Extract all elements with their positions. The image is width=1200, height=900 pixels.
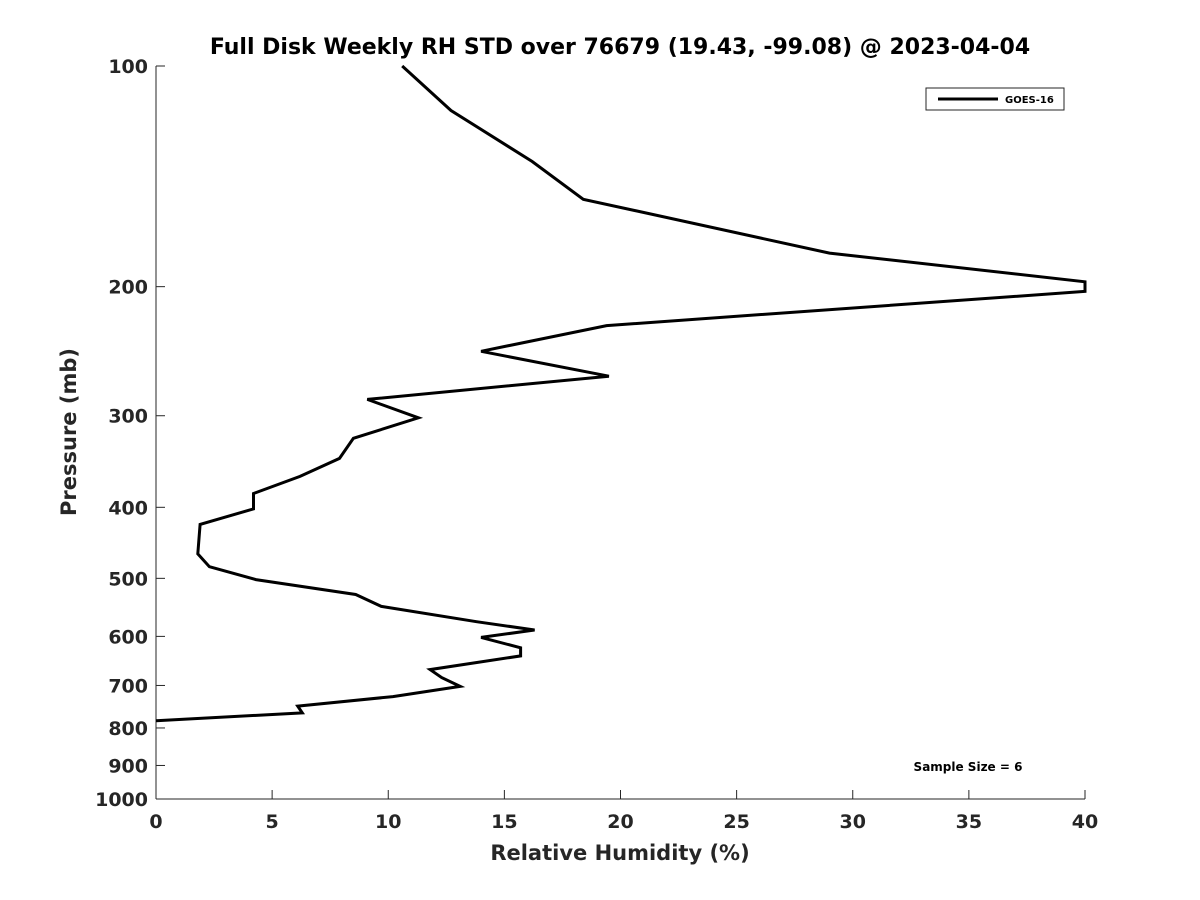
y-tick-label: 1000 xyxy=(95,789,148,811)
y-axis-label: Pressure (mb) xyxy=(57,348,81,516)
x-axis-ticks: 0 5 10 15 20 25 30 35 40 xyxy=(149,790,1098,833)
plot-area: 0 5 10 15 20 25 30 35 40 100 200 300 400 500 600 700 80… xyxy=(95,56,1098,833)
y-tick-label: 700 xyxy=(108,675,148,697)
y-axis-ticks: 100 200 300 400 500 600 700 800 900 1000 xyxy=(95,56,165,811)
y-tick-label: 500 xyxy=(108,568,148,590)
x-axis-label: Relative Humidity (%) xyxy=(490,841,749,865)
x-tick-label: 25 xyxy=(723,811,749,833)
legend-label-goes-16: GOES-16 xyxy=(1005,95,1054,106)
y-tick-label: 100 xyxy=(108,56,148,78)
legend: GOES-16 xyxy=(925,87,1065,111)
y-tick-label: 300 xyxy=(108,406,148,428)
sample-size-annotation: Sample Size = 6 xyxy=(914,760,1023,774)
x-tick-label: 0 xyxy=(149,811,162,833)
x-tick-label: 40 xyxy=(1072,811,1098,833)
series-line-goes-16 xyxy=(155,64,1087,723)
y-tick-label: 900 xyxy=(108,755,148,777)
x-tick-label: 15 xyxy=(491,811,517,833)
y-tick-label: 800 xyxy=(108,718,148,740)
x-tick-label: 30 xyxy=(840,811,866,833)
x-tick-label: 35 xyxy=(956,811,982,833)
series-layer xyxy=(155,64,1087,723)
chart-title: Full Disk Weekly RH STD over 76679 (19.4… xyxy=(210,35,1030,60)
y-tick-label: 600 xyxy=(108,626,148,648)
x-tick-label: 10 xyxy=(375,811,401,833)
y-tick-label: 200 xyxy=(108,277,148,299)
y-tick-label: 400 xyxy=(108,497,148,519)
x-tick-label: 20 xyxy=(607,811,633,833)
x-tick-label: 5 xyxy=(266,811,279,833)
